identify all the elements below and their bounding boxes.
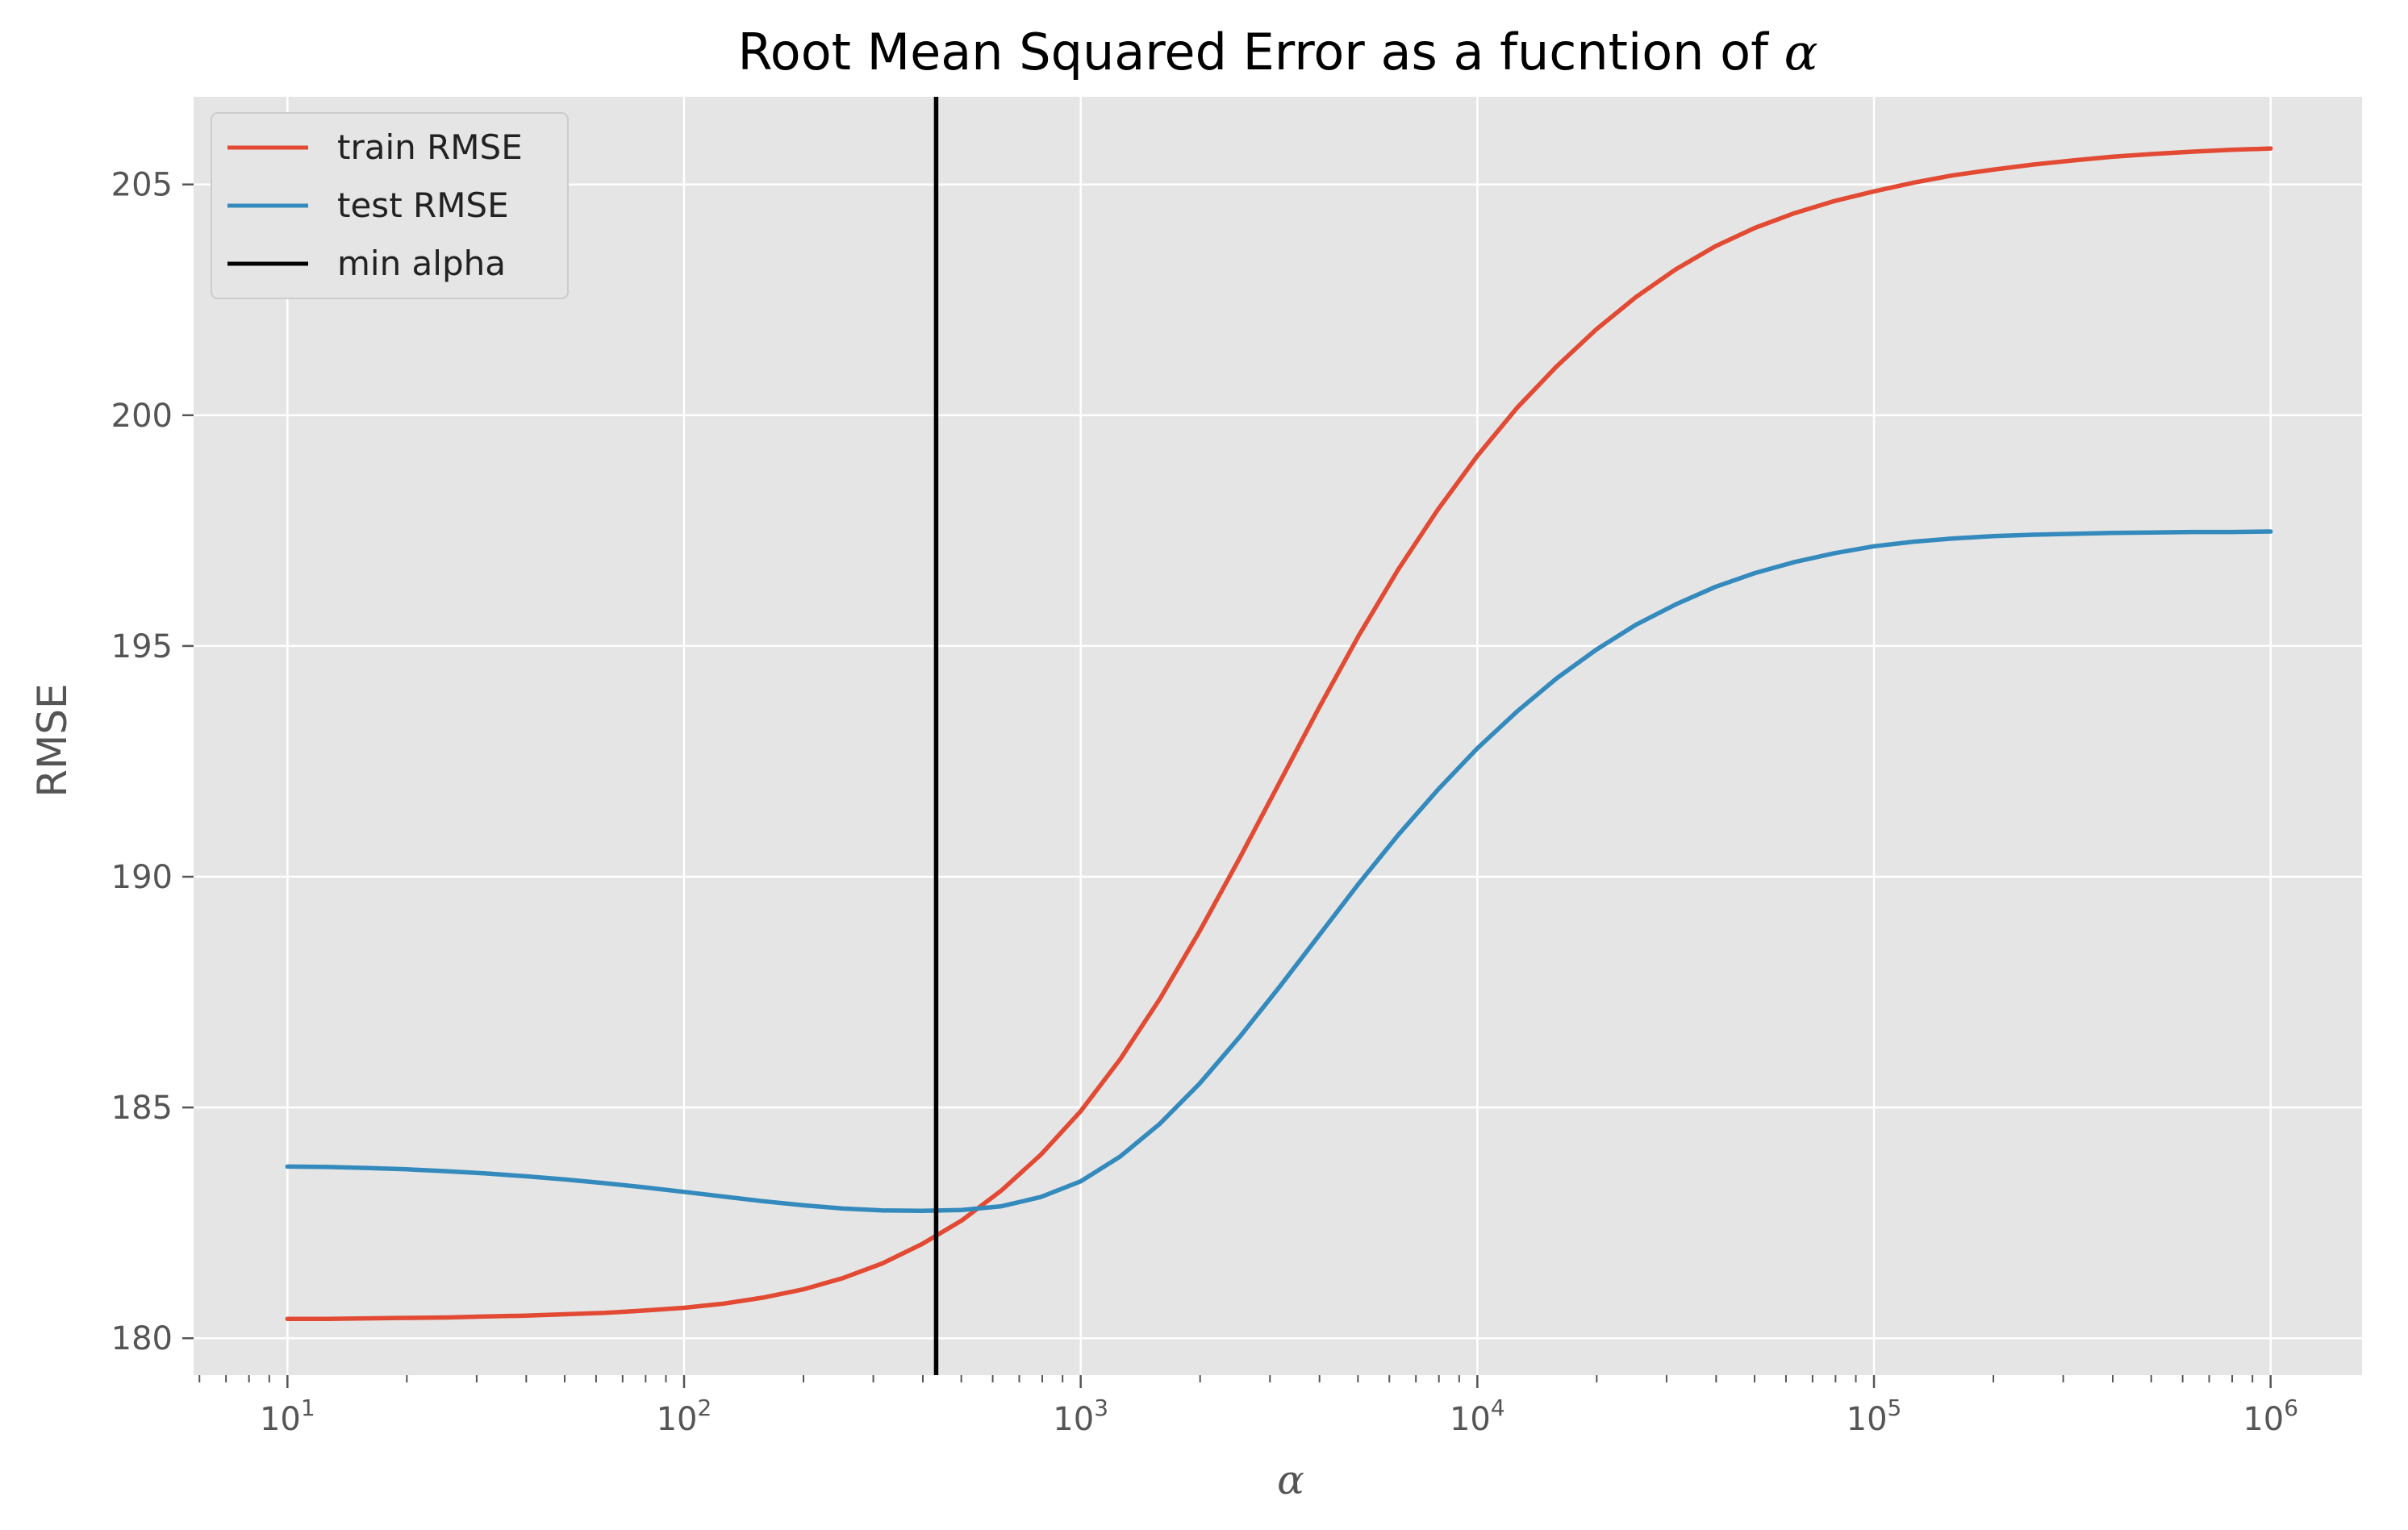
x-tick-labels: 101 102 103 104 105 106 — [198, 1375, 2298, 1438]
series-layer — [285, 97, 2273, 1375]
y-tick-label: 190 — [111, 859, 173, 896]
legend-box — [211, 112, 569, 299]
y-tick-labels: 180 185 190 195 200 205 — [111, 167, 194, 1357]
legend-label-test-rmse: test RMSE — [337, 186, 509, 225]
y-tick-label: 195 — [111, 628, 173, 665]
y-tick-label: 180 — [111, 1320, 173, 1357]
x-tick-label: 103 — [1053, 1395, 1108, 1438]
x-axis-label: α — [1277, 1457, 1304, 1503]
chart-title-text: Root Mean Squared Error as a fucntion of — [737, 23, 1784, 81]
x-tick-label: 105 — [1847, 1395, 1902, 1438]
chart-title: Root Mean Squared Error as a fucntion of… — [737, 23, 1817, 81]
x-tick-label: 106 — [2243, 1395, 2298, 1438]
series-line-test-rmse — [285, 529, 2273, 1214]
x-tick-label: 104 — [1450, 1395, 1505, 1438]
series-line-train-rmse — [285, 146, 2273, 1321]
chart-title-symbol: α — [1784, 23, 1818, 81]
x-tick-label: 102 — [657, 1395, 712, 1438]
y-tick-label: 185 — [111, 1090, 173, 1127]
x-tick-label: 101 — [260, 1395, 315, 1438]
legend-label-train-rmse: train RMSE — [337, 127, 523, 167]
grid-lines — [194, 97, 2362, 1375]
y-tick-label: 200 — [111, 398, 173, 435]
y-tick-label: 205 — [111, 167, 173, 204]
legend-label-min-alpha: min alpha — [337, 244, 506, 283]
y-axis-label: RMSE — [29, 683, 76, 797]
plot-area — [194, 97, 2362, 1375]
legend: train RMSE test RMSE min alpha — [211, 112, 569, 299]
